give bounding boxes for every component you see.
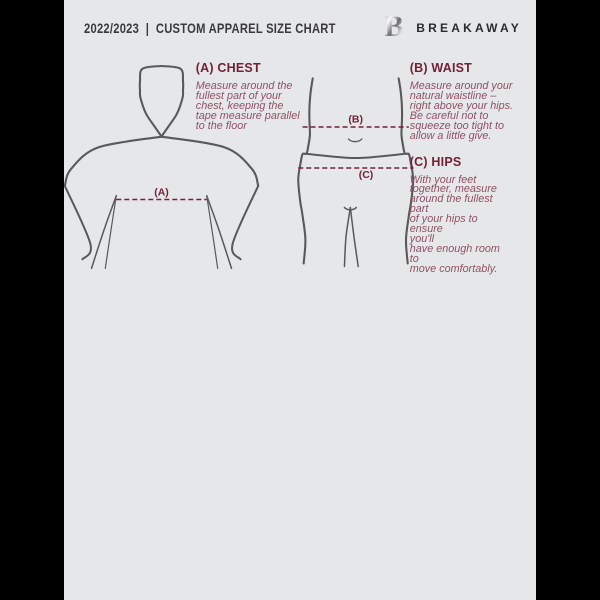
svg-text:(B): (B) bbox=[348, 114, 363, 126]
svg-text:(C): (C) bbox=[359, 169, 374, 181]
svg-text:(A): (A) bbox=[154, 187, 169, 199]
